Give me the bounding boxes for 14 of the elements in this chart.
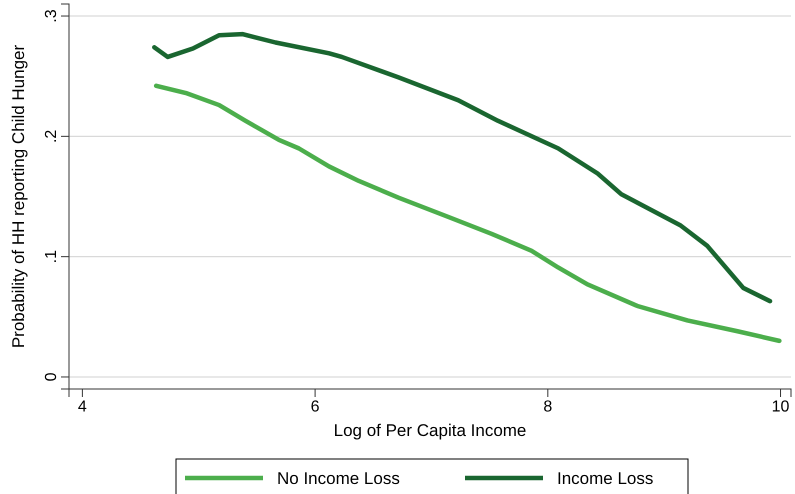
y-tick-label: 0 (43, 372, 60, 382)
legend-label: No Income Loss (277, 469, 400, 488)
y-tick-label: .1 (43, 250, 60, 264)
x-axis-title: Log of Per Capita Income (334, 421, 526, 440)
line-series (152, 32, 772, 304)
line-series (154, 84, 782, 344)
x-tick-label: 6 (310, 398, 320, 416)
x-tick-label: 8 (543, 398, 552, 416)
y-tick-label: .3 (43, 9, 60, 23)
x-tick-label: 10 (772, 398, 790, 416)
legend-label: Income Loss (557, 469, 654, 488)
y-tick-label: .2 (43, 130, 60, 144)
x-tick-label: 4 (78, 398, 87, 416)
y-axis-title: Probability of HH reporting Child Hunger (9, 44, 28, 348)
